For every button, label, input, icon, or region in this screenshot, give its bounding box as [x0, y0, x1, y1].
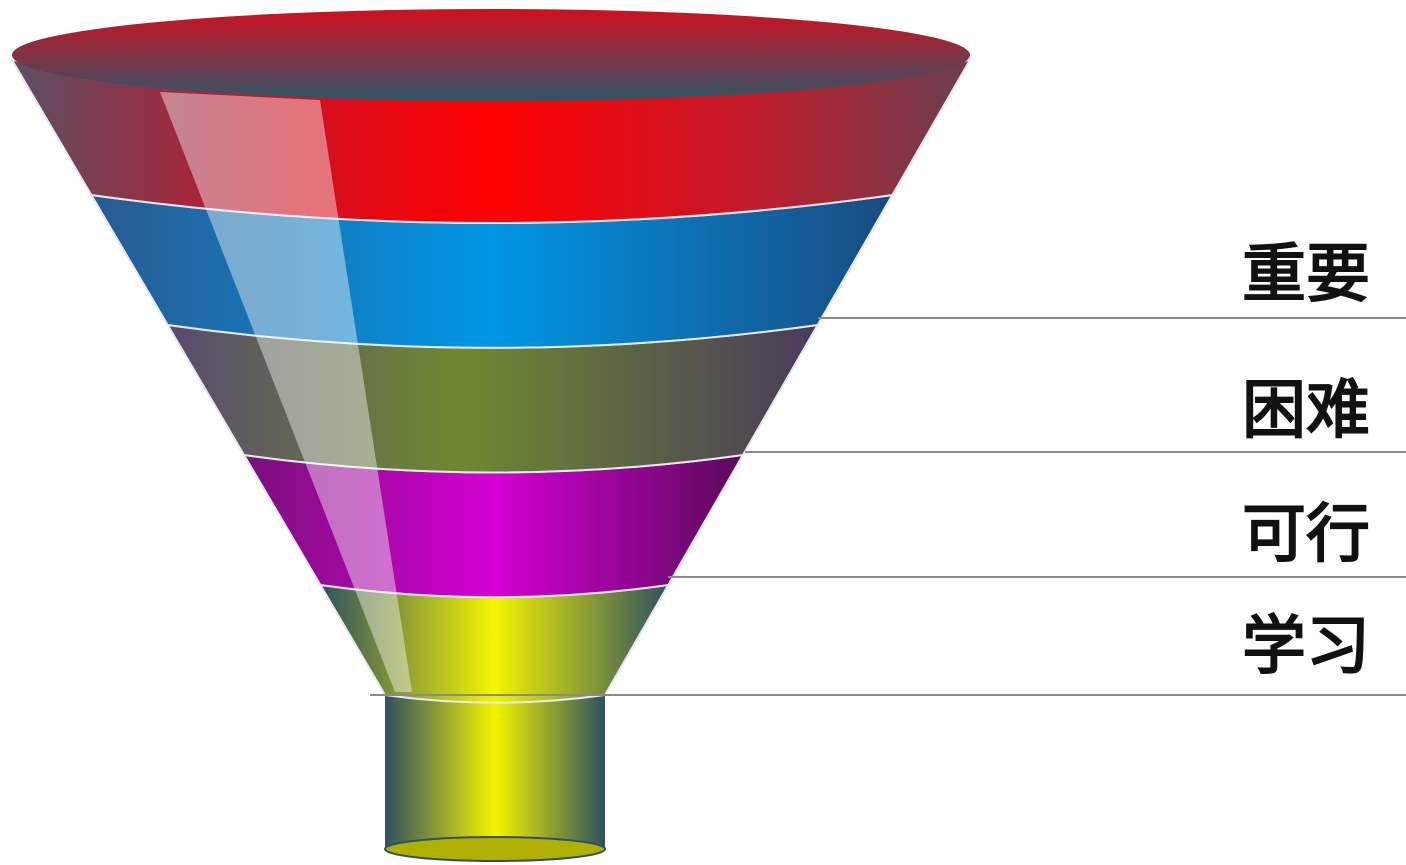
- stage-label: 重要: [1242, 238, 1370, 312]
- divider-lines: [370, 317, 1406, 696]
- stage-label: 学习: [1242, 610, 1370, 684]
- highlight: [160, 92, 412, 692]
- funnel-top: [12, 9, 970, 101]
- funnel-neck: [385, 690, 605, 850]
- stage-label: 可行: [1242, 498, 1370, 572]
- funnel: [10, 9, 972, 862]
- neck-bottom: [384, 836, 606, 862]
- stage-label: 困难: [1242, 374, 1370, 448]
